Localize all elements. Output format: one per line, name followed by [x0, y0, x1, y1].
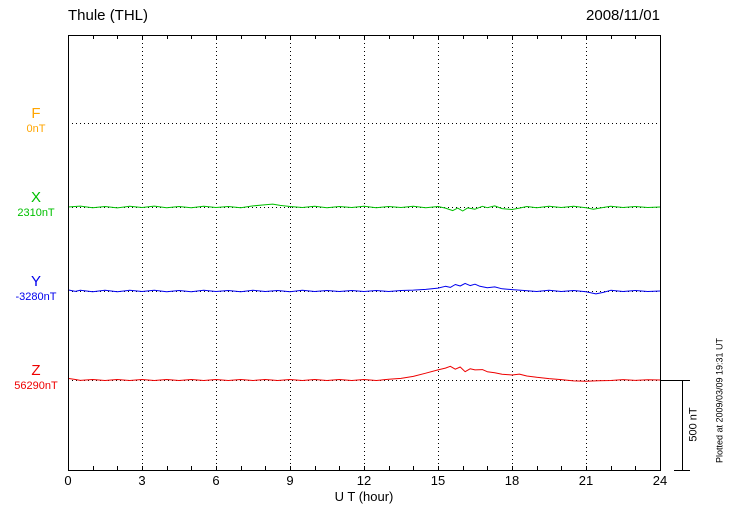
x-axis-label: U T (hour): [334, 489, 394, 504]
x-tick-label-18: 18: [504, 473, 520, 488]
x-tick-label-3: 3: [138, 473, 146, 488]
trace-Z: [67, 365, 661, 382]
series-label-Y: Y -3280nT: [4, 273, 68, 303]
x-tick-label-21: 21: [578, 473, 594, 488]
series-baseline-value-Y: -3280nT: [15, 290, 57, 303]
trace-X: [67, 203, 661, 212]
series-label-X: X 2310nT: [4, 189, 68, 219]
plot-frame: [68, 35, 661, 471]
plotted-at-note: Plotted at 2009/03/09 19:31 UT: [714, 337, 725, 464]
series-letter-F: F: [31, 105, 41, 122]
series-letter-Y: Y: [30, 273, 41, 290]
series-letter-X: X: [30, 189, 41, 206]
series-label-Z: Z 56290nT: [4, 362, 68, 392]
plot-date: 2008/11/01: [586, 7, 660, 24]
x-tick-label-12: 12: [356, 473, 372, 488]
series-baseline-value-X: 2310nT: [17, 206, 55, 219]
x-tick-label-24: 24: [652, 473, 668, 488]
x-tick-label-6: 6: [212, 473, 220, 488]
series-baseline-value-F: 0nT: [26, 122, 46, 135]
series-baseline-value-Z: 56290nT: [14, 379, 58, 392]
trace-Y: [67, 282, 661, 295]
series-letter-Z: Z: [31, 362, 41, 379]
station-title: Thule (THL): [68, 7, 149, 24]
scale-bar-label: 500 nT: [687, 407, 700, 442]
x-tick-label-0: 0: [64, 473, 72, 488]
x-tick-label-15: 15: [430, 473, 446, 488]
series-label-F: F 0nT: [4, 105, 68, 135]
x-tick-label-9: 9: [286, 473, 294, 488]
